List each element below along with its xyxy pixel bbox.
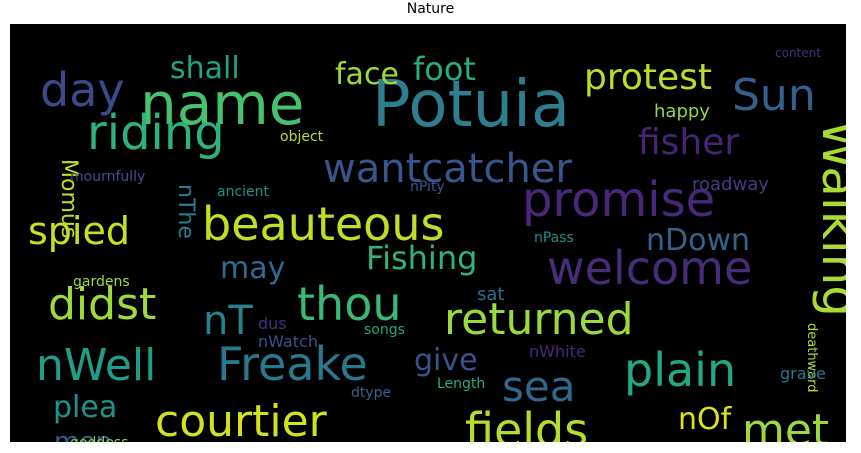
word-men: men	[54, 427, 112, 442]
word-freake: Freake	[217, 337, 368, 391]
chart-title: Nature	[406, 1, 455, 17]
word-sea: sea	[502, 362, 575, 411]
word-sat: sat	[477, 284, 504, 305]
word-nthe: nThe	[173, 184, 198, 239]
word-didst: didst	[48, 279, 156, 330]
word-met: met	[742, 405, 829, 442]
word-mournfully: mournfully	[70, 169, 145, 185]
word-nt: nT	[203, 298, 253, 344]
word-potuia: Potuia	[372, 68, 570, 142]
word-length: Length	[437, 376, 485, 392]
word-welcome: welcome	[547, 241, 752, 295]
word-nwhite: nWhite	[529, 342, 586, 361]
word-ndown: nDown	[646, 223, 750, 258]
word-object: object	[280, 129, 324, 145]
word-npity: nPity	[410, 179, 445, 195]
word-cloud: Potuia name Walking promise welcome beauteous…	[10, 24, 846, 442]
word-songs: songs	[364, 322, 405, 338]
word-nof: nOf	[678, 402, 733, 437]
word-may: may	[220, 251, 285, 286]
word-name: name	[140, 70, 304, 138]
word-fishing: Fishing	[366, 239, 477, 277]
word-dtype: dtype	[351, 385, 391, 401]
word-face: face	[335, 57, 399, 92]
word-deathward: deathward	[804, 323, 819, 393]
word-dus: dus	[258, 314, 287, 333]
word-shall: shall	[170, 51, 240, 86]
word-npass: nPass	[534, 230, 574, 246]
word-grave: grave	[780, 364, 826, 383]
word-happy: happy	[654, 101, 710, 122]
word-content: content	[775, 46, 821, 60]
word-wantcatcher: wantcatcher	[323, 146, 572, 192]
word-group: Potuia name Walking promise welcome beauteous…	[28, 46, 846, 442]
word-spied: spied	[28, 209, 130, 253]
word-nwell: nWell	[36, 340, 156, 391]
word-momus: Momus	[56, 159, 81, 238]
word-thou: thou	[297, 277, 402, 331]
word-goddess: goddess	[70, 435, 128, 442]
word-courtier: courtier	[155, 396, 328, 442]
word-give: give	[414, 343, 478, 378]
word-nwatch: nWatch	[258, 332, 318, 351]
word-sun: Sun	[732, 70, 816, 121]
word-fisher: fisher	[638, 122, 739, 163]
word-protest: protest	[584, 57, 712, 98]
word-roadway: roadway	[692, 174, 769, 195]
word-beauteous: beauteous	[202, 197, 444, 251]
word-returned: returned	[444, 294, 634, 345]
word-gardens: gardens	[73, 274, 130, 290]
word-riding: riding	[87, 105, 225, 161]
word-plea: plea	[53, 390, 117, 425]
word-cloud-background	[10, 24, 846, 442]
word-walking: Walking	[811, 120, 846, 317]
word-foot: foot	[413, 50, 476, 88]
word-ancient: ancient	[217, 184, 270, 200]
word-fields: fields	[465, 403, 588, 442]
word-promise: promise	[522, 172, 715, 228]
word-plain: plain	[624, 343, 736, 397]
word-day: day	[40, 63, 125, 117]
